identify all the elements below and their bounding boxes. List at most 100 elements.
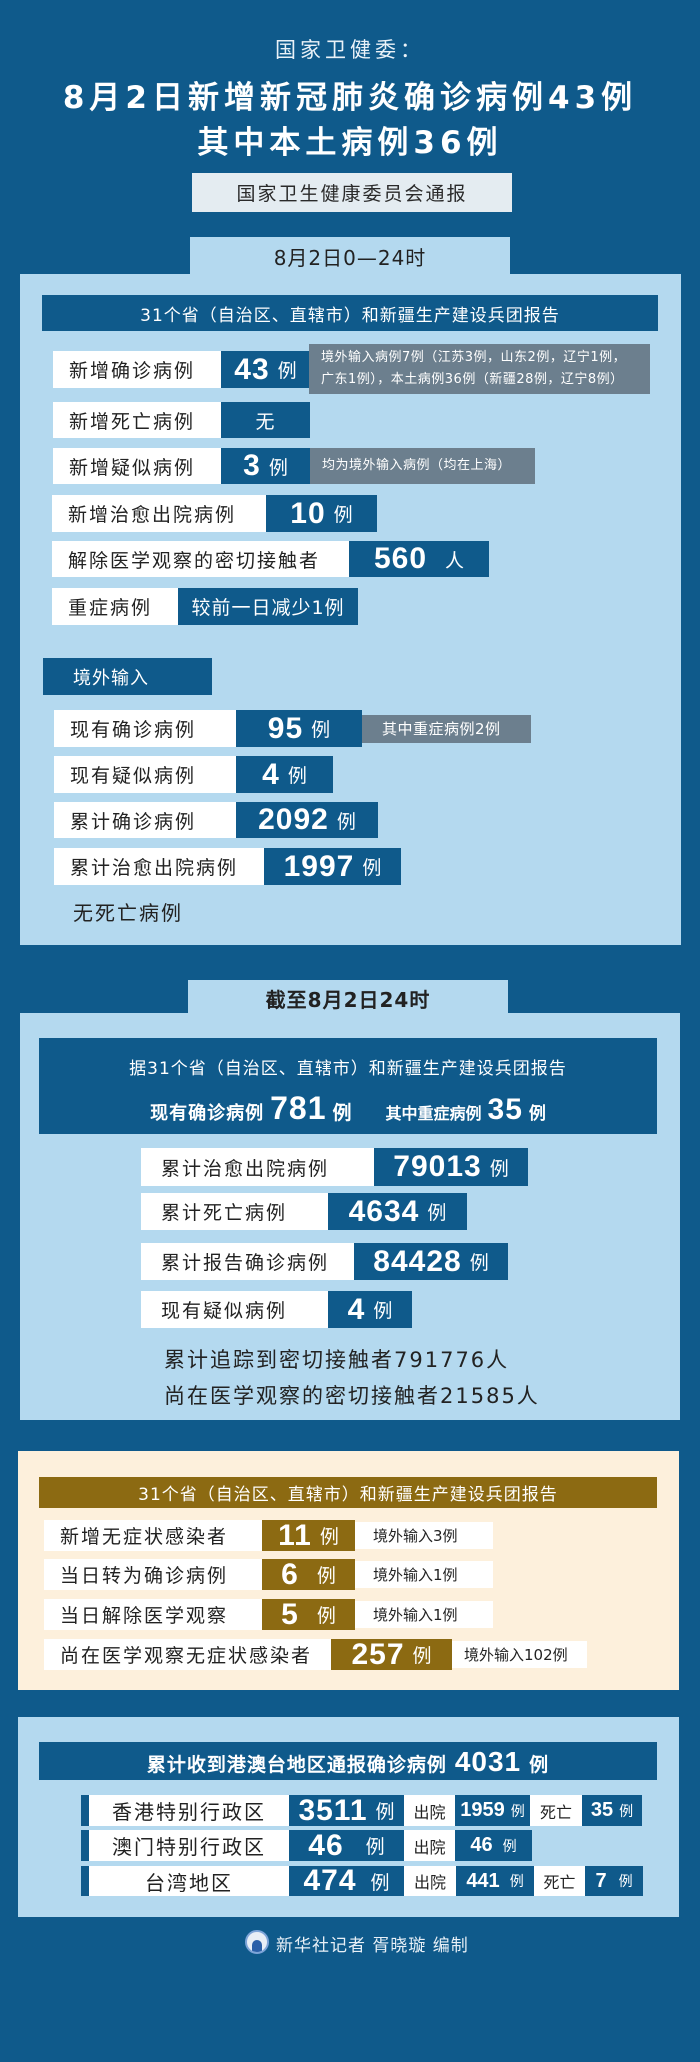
row-label: 当日转为确诊病例 (44, 1559, 262, 1590)
region-value: 46 (308, 1828, 344, 1862)
row-unit: 例 (316, 1605, 336, 1627)
row-label: 新增无症状感染者 (44, 1520, 262, 1551)
discharged-unit: 例 (510, 1803, 525, 1820)
row-unit: 例 (336, 810, 356, 833)
xinhua-logo-icon (245, 1930, 269, 1954)
discharged-label: 出院 (404, 1866, 456, 1896)
daily-tab: 8月2日0—24时 (190, 237, 510, 275)
row-label: 现有确诊病例 (54, 710, 236, 747)
row-label: 累计治愈出院病例 (54, 848, 264, 885)
discharged-value: 46 (470, 1834, 493, 1856)
observed-contacts: 尚在医学观察的密切接触者21585人 (164, 1384, 540, 1408)
cumulative-row-recovered: 累计治愈出院病例 79013 例 (141, 1148, 528, 1186)
row-unit: 例 (277, 360, 297, 382)
row-unit: 例 (287, 765, 307, 787)
region-unit: 例 (365, 1836, 385, 1858)
death-label: 死亡 (530, 1795, 582, 1826)
row-unit: 例 (316, 1565, 336, 1587)
daily-row-deaths: 新增死亡病例 无 (53, 402, 310, 438)
kicker: 国家卫健委： (275, 38, 425, 62)
row-note: 境外输入102例 (452, 1641, 587, 1668)
row-value: 10 (290, 496, 326, 530)
discharged-value: 1959 (460, 1799, 505, 1821)
region-value: 3511 (298, 1793, 368, 1827)
row-label: 现有疑似病例 (141, 1291, 328, 1328)
severe-unit: 例 (528, 1104, 546, 1124)
row-value: 较前一日减少1例 (191, 597, 345, 619)
row-note: 境外输入1例 (355, 1561, 493, 1588)
region-unit: 例 (375, 1801, 395, 1823)
asymptomatic-banner: 31个省（自治区、直辖市）和新疆生产建设兵团报告 (39, 1477, 657, 1508)
row-value: 无 (255, 410, 276, 433)
asym-row-new: 新增无症状感染者 11 例 境外输入3例 (44, 1518, 493, 1552)
row-value: 11 (278, 1518, 312, 1552)
daily-row-confirmed: 新增确诊病例 43 例 (53, 351, 310, 388)
page-title-line1: 8月2日新增新冠肺炎确诊病例43例 (62, 80, 638, 116)
row-value: 4634 (348, 1194, 420, 1228)
row-value: 79013 (393, 1150, 482, 1183)
region-name: 台湾地区 (89, 1866, 289, 1896)
hkmt-banner-unit: 例 (529, 1754, 550, 1776)
row-value: 4 (347, 1292, 366, 1326)
cumulative-banner: 据31个省（自治区、直辖市）和新疆生产建设兵团报告 现有确诊病例 781 例 其… (39, 1038, 657, 1134)
imported-row-total: 累计确诊病例 2092 例 (54, 802, 378, 838)
row-value: 1997 (283, 849, 355, 883)
row-label: 新增治愈出院病例 (52, 495, 266, 532)
page-title-line2: 其中本土病例36例 (197, 125, 503, 161)
row-label: 现有疑似病例 (54, 756, 236, 793)
no-deaths-note: 无死亡病例 (73, 901, 183, 925)
hkmt-banner-value: 4031 (454, 1746, 522, 1777)
imported-row-current: 现有确诊病例 95 例 (54, 710, 362, 747)
current-confirmed-line: 现有确诊病例 781 例 其中重症病例 35 例 (39, 1090, 657, 1127)
row-label: 当日解除医学观察 (44, 1599, 262, 1630)
discharged-unit: 例 (502, 1838, 517, 1855)
row-label: 新增死亡病例 (53, 402, 221, 438)
row-value: 2092 (258, 803, 329, 836)
row-label: 重症病例 (52, 588, 178, 625)
region-row-macau: 澳门特别行政区 46 例 出院 46 例 (81, 1828, 532, 1862)
footer-credit: 新华社记者 胥晓璇 编制 (276, 1936, 469, 1956)
row-value: 560 (373, 542, 428, 575)
row-label: 累计死亡病例 (141, 1193, 328, 1230)
row-unit: 例 (489, 1157, 509, 1180)
cumulative-tab: 截至8月2日24时 (188, 980, 508, 1016)
row-label: 新增疑似病例 (53, 448, 221, 484)
row-label: 新增确诊病例 (53, 351, 221, 388)
imported-severe-note: 其中重症病例2例 (362, 715, 531, 743)
hkmt-banner-label: 累计收到港澳台地区通报确诊病例 (146, 1754, 447, 1776)
discharged-unit: 例 (509, 1874, 524, 1890)
asym-row-under-observation: 尚在医学观察无症状感染者 257 例 境外输入102例 (44, 1637, 587, 1671)
severe-label: 其中重症病例 (385, 1104, 482, 1123)
cumulative-banner-text: 据31个省（自治区、直辖市）和新疆生产建设兵团报告 (129, 1059, 567, 1079)
row-note: 均为境外输入病例（均在上海） (310, 448, 535, 484)
death-label: 死亡 (534, 1866, 585, 1896)
death-unit: 例 (619, 1803, 634, 1820)
discharged-label: 出院 (404, 1830, 455, 1861)
daily-row-recovered: 新增治愈出院病例 10 例 (52, 495, 377, 532)
discharged-value: 441 (466, 1869, 500, 1892)
row-value: 5 (281, 1597, 299, 1631)
region-value: 474 (303, 1864, 357, 1897)
row-unit: 例 (469, 1252, 489, 1274)
row-label: 解除医学观察的密切接触者 (52, 541, 349, 577)
row-value: 257 (351, 1637, 405, 1671)
death-value: 35 (590, 1799, 614, 1821)
row-value: 4 (262, 757, 280, 791)
source-label: 国家卫生健康委员会通报 (192, 173, 512, 212)
confirmed-note: 境外输入病例7例（江苏3例，山东2例，辽宁1例， 广东1例），本土病例36例（新… (309, 344, 650, 394)
row-unit: 例 (311, 719, 331, 741)
row-unit: 例 (373, 1300, 393, 1322)
region-name: 澳门特别行政区 (89, 1830, 289, 1861)
row-value: 95 (267, 711, 304, 745)
row-unit: 例 (427, 1202, 447, 1224)
traced-contacts: 累计追踪到密切接触者791776人 (164, 1348, 510, 1372)
imported-title: 境外输入 (43, 658, 212, 695)
region-row-hongkong: 香港特别行政区 3511 例 出院 1959 例 死亡 35 例 (81, 1793, 642, 1827)
row-unit: 例 (362, 857, 382, 879)
current-unit: 例 (332, 1102, 352, 1124)
current-value: 781 (270, 1090, 327, 1126)
